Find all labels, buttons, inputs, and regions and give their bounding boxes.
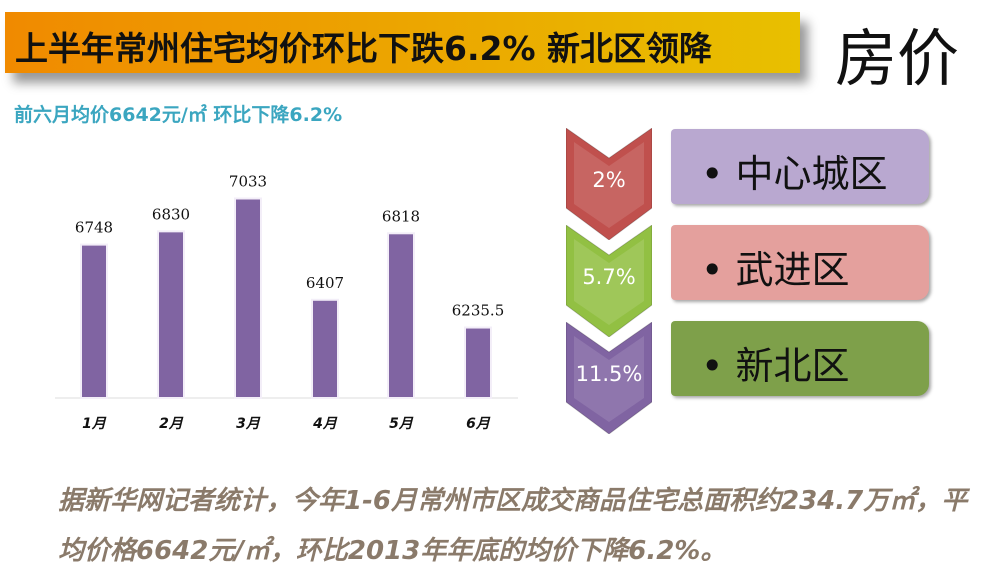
x-tick-label: 4月	[312, 416, 338, 432]
bar	[464, 326, 492, 399]
x-tick-label: 2月	[159, 416, 184, 432]
bar	[387, 232, 415, 399]
chart-subtitle: 前六月均价6642元/㎡ 环比下降6.2%	[14, 104, 343, 126]
bar	[234, 197, 262, 400]
down-arrow-icon: 5.7%	[565, 224, 653, 338]
down-arrow-icon: 2%	[565, 127, 653, 241]
bar-chart: 6748 1月 6830 2月 7033 3月 6407 4月 6818 5月 6235.5 6月	[55, 173, 518, 432]
headline: 上半年常州住宅均价环比下跌6.2% 新北区领降	[15, 29, 713, 68]
change-percent: 5.7%	[582, 265, 636, 289]
bar	[80, 243, 108, 399]
data-label: 7033	[229, 173, 267, 191]
section-label: 房价	[835, 22, 960, 95]
district-box: • 中心城区	[671, 129, 929, 204]
district-name: • 新北区	[701, 344, 850, 388]
district-name: • 武进区	[701, 248, 850, 292]
bar	[157, 230, 185, 400]
change-percent: 11.5%	[575, 362, 643, 386]
data-label: 6830	[152, 205, 190, 223]
x-tick-label: 1月	[82, 416, 107, 432]
x-tick-label: 5月	[389, 416, 414, 432]
district-name: • 中心城区	[701, 152, 888, 196]
data-label: 6748	[75, 219, 113, 237]
down-arrow-icon: 11.5%	[565, 321, 653, 435]
footer-text: 据新华网记者统计，今年1-6月常州市区成交商品住宅总面积约234.7万㎡，平均价…	[58, 486, 968, 566]
title-banner: 上半年常州住宅均价环比下跌6.2% 新北区领降	[5, 12, 800, 73]
district-box: • 武进区	[671, 225, 929, 300]
data-label: 6407	[306, 274, 344, 292]
x-tick-label: 3月	[236, 416, 261, 432]
data-label: 6235.5	[452, 302, 505, 320]
x-tick-label: 6月	[466, 416, 491, 432]
data-label: 6818	[382, 207, 420, 225]
district-box: • 新北区	[671, 321, 929, 396]
change-percent: 2%	[592, 168, 626, 192]
bar	[311, 298, 339, 399]
